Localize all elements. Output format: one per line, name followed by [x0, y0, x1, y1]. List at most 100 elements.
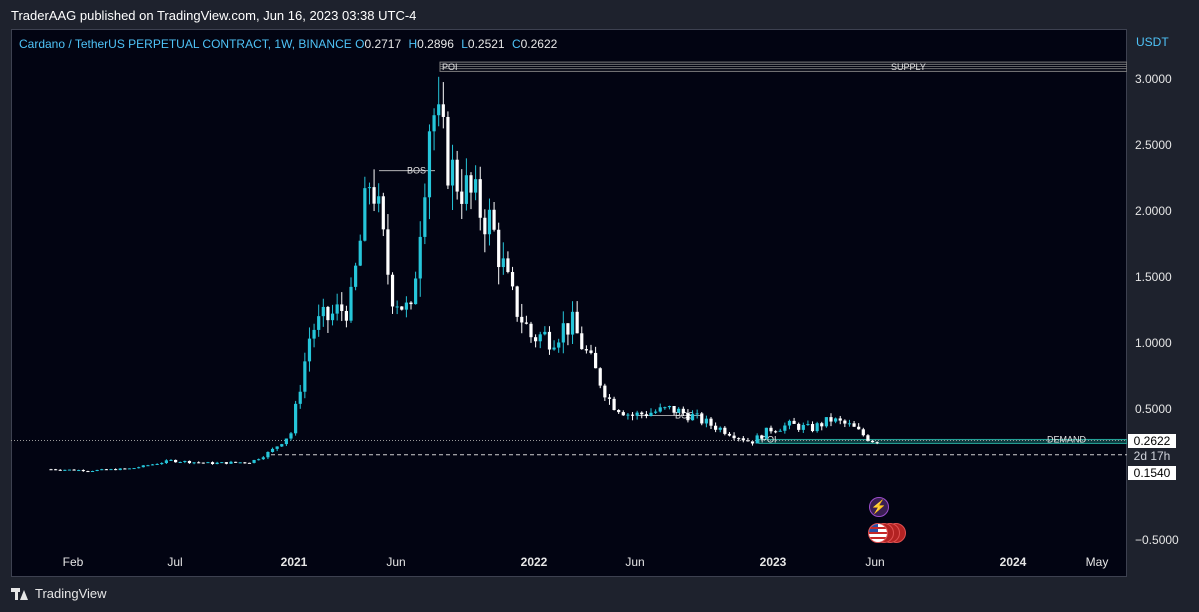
price-tick: 1.0000	[1135, 336, 1172, 350]
symbol-legend: Cardano / TetherUS PERPETUAL CONTRACT, 1…	[19, 37, 561, 51]
candle-down	[201, 462, 205, 464]
candle-down	[54, 469, 58, 471]
candle-down	[875, 442, 879, 444]
candle-down	[441, 104, 445, 117]
tradingview-logo-icon	[11, 587, 29, 600]
candle-down	[510, 271, 515, 287]
demand-zone	[758, 438, 1127, 444]
candle-down	[114, 469, 118, 471]
candle-up	[257, 459, 261, 461]
candle-up	[626, 414, 630, 416]
candle-down	[709, 418, 713, 426]
candle-down	[243, 462, 247, 464]
candle-down	[234, 461, 238, 463]
candle-up	[132, 468, 136, 470]
candle-down	[598, 368, 602, 386]
candle-up	[335, 304, 339, 314]
candle-up	[450, 159, 455, 186]
price-tick: 2.5000	[1135, 138, 1172, 152]
candle-up	[330, 313, 335, 321]
candle-up	[146, 465, 150, 467]
candle-down	[455, 159, 459, 192]
candle-up	[183, 460, 187, 463]
candle-up	[169, 459, 173, 461]
flash-icon[interactable]: ⚡	[869, 497, 889, 517]
currency-label: USDT	[1136, 35, 1169, 49]
footer-brand[interactable]: TradingView	[11, 586, 107, 601]
candle-down	[575, 311, 579, 334]
candle-up	[118, 468, 122, 471]
candle-up	[294, 403, 298, 434]
candle-down	[492, 209, 496, 230]
close-value: 0.2622	[520, 37, 558, 51]
candle-up	[815, 423, 819, 432]
candle-up	[275, 446, 279, 449]
candle-up	[160, 463, 164, 465]
candle-up	[677, 408, 681, 413]
candle-down	[469, 175, 473, 193]
candle-down	[197, 462, 201, 464]
candle-down	[81, 470, 85, 472]
candlestick-chart[interactable]: POI SUPPLY POI DEMAND BOS BOS	[11, 29, 1127, 577]
candle-up	[695, 413, 699, 415]
bar-countdown-tag: 2d 17h	[1128, 449, 1176, 463]
level-price-tag: 0.1540	[1128, 466, 1176, 480]
candle-down	[340, 304, 344, 311]
time-tick: Jun	[386, 555, 406, 569]
candle-up	[150, 464, 155, 466]
candle-up	[266, 451, 270, 458]
candle-up	[395, 306, 399, 308]
candle-up	[824, 417, 828, 427]
candle-up	[658, 407, 662, 412]
candle-up	[252, 459, 256, 463]
candle-up	[63, 469, 67, 471]
candle-up	[783, 425, 787, 431]
candle-down	[506, 258, 510, 272]
symbol-name: Cardano / TetherUS PERPETUAL CONTRACT, 1…	[19, 37, 352, 51]
us-flag-icon	[868, 523, 888, 543]
candle-down	[594, 352, 598, 369]
candle-down	[72, 469, 76, 471]
candle-up	[137, 467, 141, 469]
candle-down	[774, 431, 778, 433]
candle-up	[109, 469, 113, 471]
candle-up	[801, 424, 805, 430]
candle-down	[843, 420, 847, 424]
candle-down	[617, 409, 621, 413]
candle-down	[700, 413, 704, 424]
candle-up	[787, 420, 792, 426]
candle-down	[603, 385, 607, 398]
candle-up	[663, 407, 667, 409]
time-tick: Jun	[625, 555, 645, 569]
price-tick: 1.5000	[1135, 270, 1172, 284]
price-tick: −0.5000	[1135, 533, 1179, 547]
candle-down	[326, 306, 330, 321]
candle-down	[829, 417, 833, 422]
candle-up	[718, 427, 722, 430]
candle-up	[552, 347, 556, 350]
candle-down	[714, 425, 718, 430]
candle-down	[86, 471, 90, 473]
candle-up	[704, 418, 708, 424]
candle-down	[838, 418, 842, 421]
price-tick: 0.5000	[1135, 402, 1172, 416]
high-value: 0.2896	[417, 37, 454, 51]
candle-down	[386, 229, 390, 275]
candle-up	[95, 469, 99, 472]
candle-up	[238, 462, 242, 464]
open-key: O	[355, 37, 365, 51]
candle-down	[372, 187, 376, 204]
candle-up	[464, 175, 468, 204]
candle-down	[224, 462, 228, 464]
candle-down	[723, 427, 727, 434]
candle-down	[686, 413, 690, 421]
candle-up	[414, 278, 418, 305]
candle-up	[141, 465, 145, 468]
candle-up	[404, 302, 408, 310]
candle-up	[303, 361, 307, 392]
candle-up	[487, 209, 492, 235]
candle-down	[861, 429, 865, 436]
candle-down	[746, 440, 750, 442]
candle-up	[155, 463, 159, 465]
economic-events-marker[interactable]	[868, 523, 912, 545]
